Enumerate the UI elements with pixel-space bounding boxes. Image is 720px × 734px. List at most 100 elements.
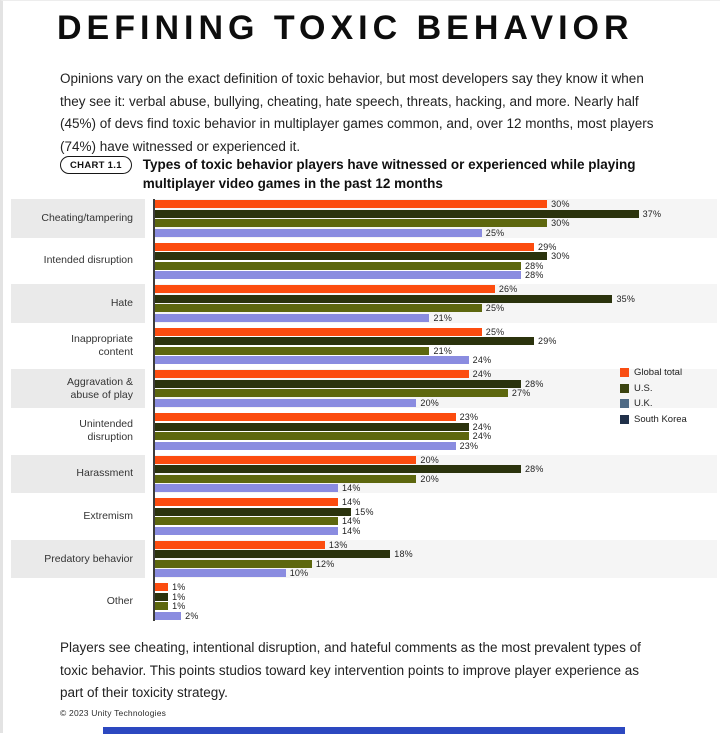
bar-value-label: 23% xyxy=(459,440,479,451)
page-title: DEFINING TOXIC BEHAVIOR xyxy=(57,9,634,47)
bar-south-korea xyxy=(155,484,338,493)
bar-line-u-k: 27% xyxy=(155,388,717,398)
bar-value-label: 28% xyxy=(524,260,544,271)
bar-line-u-s: 18% xyxy=(155,549,717,560)
legend-swatch-icon xyxy=(620,383,629,393)
bar-line-u-s: 35% xyxy=(155,294,717,304)
bar-value-label: 24% xyxy=(472,355,492,366)
bar-value-label: 24% xyxy=(472,431,492,442)
bar-global-total xyxy=(155,413,456,422)
bar-line-u-s: 1% xyxy=(155,591,717,602)
bar-u-s xyxy=(155,209,639,218)
bar-south-korea xyxy=(155,526,338,535)
bar-line-global-total: 23% xyxy=(155,412,717,423)
bar-value-label: 25% xyxy=(485,227,505,238)
legend-swatch-icon xyxy=(620,368,629,377)
bar-value-label: 23% xyxy=(459,412,479,423)
chart-rows: Cheating/tampering 30% 37% 30% 25% Intended d… xyxy=(11,197,717,623)
category-label: Predatory behavior xyxy=(11,539,145,579)
bar-u-k xyxy=(155,517,338,526)
bar-line-u-s: 15% xyxy=(155,506,717,517)
bar-u-s xyxy=(155,592,169,601)
bar-line-u-s: 29% xyxy=(155,336,717,346)
intro-paragraph: Opinions vary on the exact definition of… xyxy=(60,71,654,154)
bar-u-k xyxy=(155,432,469,441)
legend-swatch-icon xyxy=(620,414,629,424)
bar-global-total xyxy=(155,370,469,379)
bar-line-global-total: 20% xyxy=(155,455,717,465)
legend-label: South Korea xyxy=(634,413,687,425)
bar-u-s xyxy=(155,550,391,559)
bar-group: 29% 30% 28% 28% xyxy=(155,242,717,281)
bar-line-u-s: 30% xyxy=(155,251,717,261)
bar-line-u-s: 24% xyxy=(155,421,717,432)
bar-global-total xyxy=(155,455,417,464)
bar-value-label: 15% xyxy=(355,506,374,517)
category-label: Unintended disruption xyxy=(79,418,133,444)
legend-label: Global total xyxy=(634,367,683,378)
bar-value-label: 14% xyxy=(341,497,361,508)
bar-u-k xyxy=(155,389,508,398)
chart-row-cheating-tampering: Cheating/tampering 30% 37% 30% 25% xyxy=(11,197,717,240)
category-label: Intended disruption xyxy=(43,254,133,267)
bar-value-label: 30% xyxy=(551,218,570,229)
bar-value-label: 24% xyxy=(472,421,492,432)
chart-row-extremism: Extremism 14% 15% 14% 14% xyxy=(11,495,717,538)
bar-line-south-korea: 25% xyxy=(155,227,717,238)
chart-row-predatory-behavior: Predatory behavior 13% 18% 12% 10% xyxy=(11,538,717,581)
bar-value-label: 1% xyxy=(172,591,186,602)
bar-south-korea xyxy=(155,398,417,407)
bar-value-label: 29% xyxy=(538,241,557,252)
bar-line-global-total: 24% xyxy=(155,369,717,379)
chart-row-intended-disruption: Intended disruption 29% 30% 28% 28% xyxy=(11,240,717,283)
bar-group: 23% 24% 24% 23% xyxy=(155,412,717,451)
chart-row-unintended-disruption: Unintended disruption 23% 24% 24% 23% xyxy=(11,410,717,453)
bar-south-korea xyxy=(155,356,469,365)
bar-value-label: 18% xyxy=(394,549,413,560)
bar-line-u-k: 21% xyxy=(155,346,717,356)
bar-line-global-total: 26% xyxy=(155,284,717,294)
bar-line-u-k: 25% xyxy=(155,303,717,314)
bar-line-south-korea: 10% xyxy=(155,568,717,578)
bar-line-south-korea: 21% xyxy=(155,313,717,323)
chart-legend: Global total U.S. U.K. South Korea xyxy=(620,367,687,425)
y-axis-line xyxy=(153,199,155,621)
chart-row-inappropriate-content: Inappropriate content 25% 29% 21% 24% xyxy=(11,325,717,368)
bar-global-total xyxy=(155,540,325,549)
legend-item-south-korea: South Korea xyxy=(620,414,687,425)
bar-value-label: 37% xyxy=(642,208,662,219)
bar-line-u-k: 14% xyxy=(155,516,717,527)
chart-title: Types of toxic behavior players have wit… xyxy=(142,157,636,191)
bar-south-korea xyxy=(155,313,430,322)
bar-u-s xyxy=(155,294,613,303)
bar-global-total xyxy=(155,285,495,294)
bar-value-label: 14% xyxy=(341,516,361,527)
bar-value-label: 13% xyxy=(328,539,348,550)
bar-south-korea xyxy=(155,569,286,578)
bar-u-k xyxy=(155,304,482,313)
bar-line-u-k: 28% xyxy=(155,260,717,271)
bar-global-total xyxy=(155,200,548,209)
bar-group: 1% 1% 1% 2% xyxy=(155,582,717,621)
legend-label: U.K. xyxy=(634,398,653,409)
bar-value-label: 14% xyxy=(341,525,361,536)
bar-line-u-k: 12% xyxy=(155,558,717,569)
bar-line-south-korea: 28% xyxy=(155,270,717,281)
bar-value-label: 25% xyxy=(485,326,505,337)
bar-value-label: 25% xyxy=(485,303,505,314)
bar-line-u-k: 24% xyxy=(155,431,717,442)
bar-value-label: 12% xyxy=(315,558,335,569)
bar-line-u-s: 28% xyxy=(155,379,717,389)
bar-value-label: 28% xyxy=(524,270,544,281)
chart-row-aggravation-abuse-of-play: Aggravation & abuse of play 24% 28% 27% 20% xyxy=(11,367,717,410)
bar-south-korea xyxy=(155,271,521,280)
legend-item-u-s: U.S. xyxy=(620,383,687,394)
bar-line-south-korea: 24% xyxy=(155,355,717,366)
bar-line-south-korea: 14% xyxy=(155,483,717,493)
chart-header: CHART 1.1 Types of toxic behavior player… xyxy=(60,155,680,193)
bar-line-global-total: 14% xyxy=(155,497,717,508)
legend-swatch-icon xyxy=(620,399,629,408)
bar-group: 20% 28% 20% 14% xyxy=(155,454,717,494)
bar-u-s xyxy=(155,507,352,516)
bar-south-korea xyxy=(155,611,182,620)
